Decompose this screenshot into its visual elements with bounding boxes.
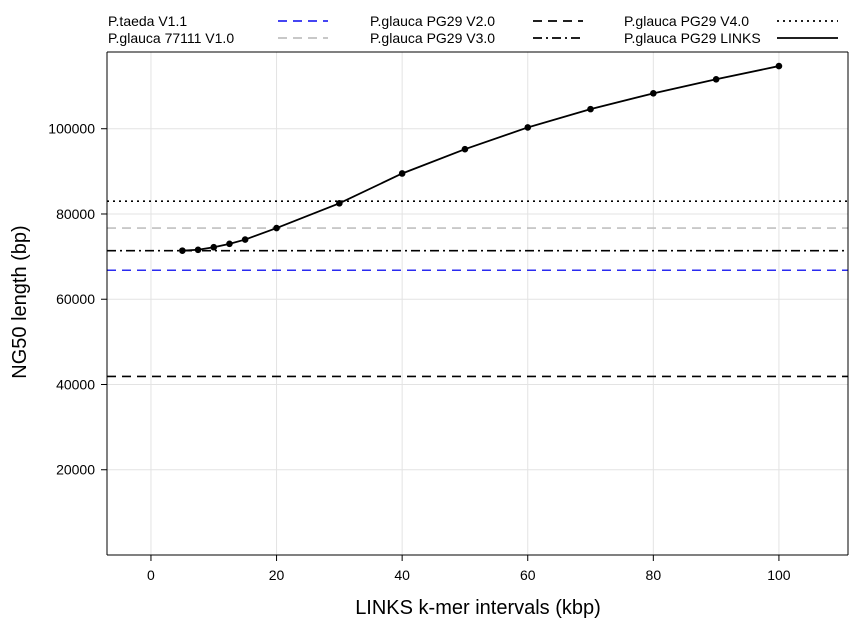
legend-label-p-glauca-pg29-v4-0: P.glauca PG29 V4.0 [624, 13, 749, 29]
data-point [194, 246, 202, 254]
data-point [712, 75, 720, 83]
x-tick-label: 80 [646, 567, 662, 583]
y-tick-labels: 20000 40000 60000 80000 100000 [48, 121, 107, 478]
data-point [461, 145, 469, 153]
data-point [336, 200, 343, 207]
data-point [775, 62, 783, 70]
y-tick-label: 100000 [48, 121, 95, 137]
x-tick-label: 40 [394, 567, 410, 583]
axes [106, 51, 849, 556]
data-point [179, 247, 186, 254]
y-tick-label: 80000 [56, 206, 95, 222]
legend: P.taeda V1.1P.glauca 77111 V1.0 P.glauca … [108, 13, 838, 46]
data-series [179, 62, 783, 254]
data-point [398, 170, 406, 177]
data-point [226, 240, 233, 248]
data-point [210, 243, 218, 251]
reference-lines [107, 200, 848, 378]
data-point [650, 90, 657, 97]
x-tick-label: 60 [520, 567, 536, 583]
y-axis-label: NG50 length (bp) [9, 225, 31, 378]
x-tick-label: 20 [269, 567, 285, 583]
legend-label-p-glauca-77111-v1-0: P.glauca 77111 V1.0 [108, 30, 234, 46]
grid [107, 52, 848, 555]
legend-label-p-glauca-pg29-v3-0: P.glauca PG29 V3.0 [370, 30, 495, 46]
x-tick-labels: 0 20 40 60 80 100 [147, 555, 791, 583]
legend-label-p-glauca-pg29-links: P.glauca PG29 LINKS [624, 30, 761, 46]
data-point [524, 124, 532, 131]
x-axis-label: LINKS k-mer intervals (kbp) [355, 597, 601, 619]
legend-label-p-taeda-v1-1: P.taeda V1.1 [108, 13, 187, 29]
y-tick-label: 20000 [56, 462, 95, 478]
x-tick-label: 0 [147, 567, 155, 583]
series-line-p-glauca-pg29-links [182, 65, 780, 252]
data-point [273, 224, 280, 232]
legend-label-p-glauca-pg29-v2-0: P.glauca PG29 V2.0 [370, 13, 495, 29]
data-point [241, 236, 249, 243]
data-point [587, 105, 594, 113]
x-tick-label: 100 [767, 567, 791, 583]
y-tick-label: 60000 [56, 291, 95, 307]
y-tick-label: 40000 [56, 376, 95, 392]
